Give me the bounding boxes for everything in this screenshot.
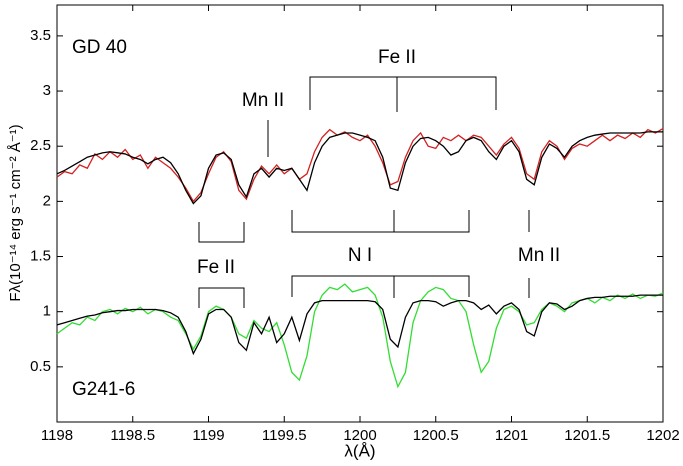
x-tick-label: 1200.5 xyxy=(413,427,459,444)
annotation: N I xyxy=(348,245,372,266)
x-tick-label: 1202 xyxy=(646,427,679,444)
annotation: Mn II xyxy=(518,245,560,266)
x-tick-label: 1198.5 xyxy=(110,427,155,444)
x-tick-label: 1199.5 xyxy=(262,427,307,444)
annotation: Mn II xyxy=(242,90,284,111)
x-tick-label: 1198 xyxy=(41,427,73,444)
y-tick-label: 2 xyxy=(43,192,51,209)
spectrum-line xyxy=(56,131,663,205)
y-tick-label: 2.5 xyxy=(30,137,51,154)
y-tick-label: 1.5 xyxy=(30,247,51,264)
annotation: GD 40 xyxy=(72,37,127,58)
annotation: Fe II xyxy=(378,47,416,68)
x-tick-label: 1201 xyxy=(495,427,528,444)
line-brackets xyxy=(198,76,530,308)
y-axis-label: Fλ(10⁻¹⁴ erg s⁻¹ cm⁻² Å⁻¹) xyxy=(7,124,24,301)
annotation: G241-6 xyxy=(72,379,135,400)
spectrum-line xyxy=(56,294,663,356)
x-tick-label: 1201.5 xyxy=(564,427,610,444)
x-tick-label: 1200 xyxy=(343,427,376,444)
x-tick-label: 1199 xyxy=(192,427,224,444)
y-tick-label: 0.5 xyxy=(30,358,51,375)
y-tick-label: 3.5 xyxy=(30,27,51,44)
spectrum-line xyxy=(56,127,664,203)
y-tick-label: 1 xyxy=(43,303,51,320)
spectrum-line xyxy=(56,283,664,389)
x-axis-label: λ(Å) xyxy=(344,441,375,460)
plot-frame xyxy=(56,4,664,423)
annotation: Fe II xyxy=(197,257,235,278)
y-tick-label: 3 xyxy=(43,82,51,99)
